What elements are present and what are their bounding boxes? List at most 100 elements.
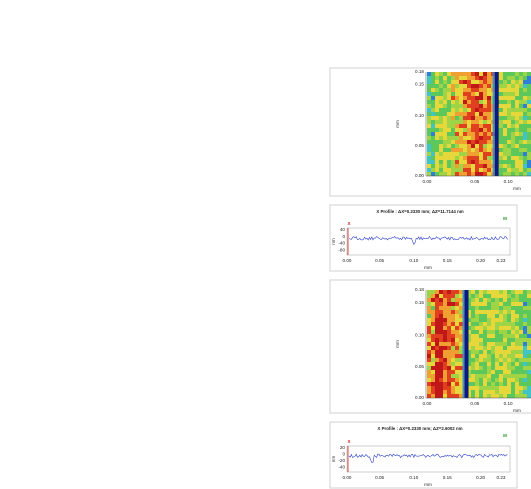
heatmap-cell [503, 144, 507, 148]
heatmap-cell [427, 100, 431, 104]
heatmap-cell [527, 390, 531, 394]
heatmap-cell [507, 334, 511, 338]
heatmap-cell [479, 116, 483, 120]
heatmap-cell [451, 88, 455, 92]
heatmap-cell [503, 334, 507, 338]
heatmap-cell [455, 92, 459, 96]
heatmap-cell [443, 326, 447, 330]
heatmap-cell [519, 370, 523, 374]
heatmap-cell [459, 346, 463, 350]
heatmap-cell [503, 160, 507, 164]
heatmap-cell [475, 294, 479, 298]
heatmap-cell [471, 306, 475, 310]
heatmap-cell [487, 394, 491, 398]
heatmap-cell [431, 80, 435, 84]
heatmap-cell [507, 140, 511, 144]
heatmap-cell [499, 326, 503, 330]
heatmap-cell [435, 108, 439, 112]
heatmap-cell [527, 96, 531, 100]
heatmap-cell [507, 354, 511, 358]
heatmap-cell [499, 132, 503, 136]
heatmap-cell [451, 168, 455, 172]
heatmap-cell [455, 310, 459, 314]
heatmap-cell [503, 120, 507, 124]
heatmap-cell [479, 132, 483, 136]
heatmap-cell [455, 350, 459, 354]
heatmap-cell [519, 164, 523, 168]
heatmap-cell [479, 120, 483, 124]
heatmap-cell [507, 310, 511, 314]
heatmap-cell [431, 144, 435, 148]
heatmap-cell [447, 294, 451, 298]
heatmap-cell [451, 148, 455, 152]
y-tick-label: 0.10 [415, 113, 424, 118]
heatmap-cell [475, 326, 479, 330]
heatmap-cell [435, 148, 439, 152]
x-tick-label: 0.23 [497, 258, 506, 263]
heatmap-cell [515, 330, 519, 334]
heatmap-cell [503, 168, 507, 172]
heatmap-cell [523, 116, 527, 120]
marker-label: M [503, 433, 507, 438]
heatmap-cell [499, 148, 503, 152]
heatmap-cell [439, 290, 443, 294]
heatmap-cell [523, 298, 527, 302]
heatmap-cell [439, 88, 443, 92]
heatmap-cell [467, 168, 471, 172]
heatmap-cell [503, 108, 507, 112]
heatmap-cell [471, 132, 475, 136]
heatmap-cell [435, 168, 439, 172]
heatmap-cell [499, 310, 503, 314]
heatmap-cell [499, 298, 503, 302]
heatmap-cell [487, 120, 491, 124]
heatmap-cell [487, 366, 491, 370]
heatmap-cell [435, 104, 439, 108]
heatmap-cell [495, 362, 499, 366]
heatmap-cell [447, 116, 451, 120]
heatmap-cell [475, 104, 479, 108]
heatmap-cell [447, 378, 451, 382]
heatmap-cell [435, 338, 439, 342]
heatmap-cell [471, 314, 475, 318]
heatmap-cell [443, 358, 447, 362]
heatmap-cell [435, 112, 439, 116]
heatmap-cell [467, 156, 471, 160]
heatmap-cell [455, 318, 459, 322]
heatmap-cell [451, 354, 455, 358]
heatmap-cell [483, 148, 487, 152]
heatmap-cell [519, 172, 523, 176]
heatmap-cell [427, 298, 431, 302]
heatmap-cell [499, 350, 503, 354]
heatmap-cell [495, 366, 499, 370]
heatmap-cell [479, 168, 483, 172]
heatmap-cell [503, 172, 507, 176]
heatmap-cell [431, 172, 435, 176]
heatmap-cell [503, 152, 507, 156]
heatmap-cell [447, 394, 451, 398]
heatmap-cell [447, 164, 451, 168]
heatmap-cell [499, 120, 503, 124]
x-tick-label: 0.05 [375, 475, 384, 480]
heatmap-cell [451, 144, 455, 148]
heatmap-cell [467, 386, 471, 390]
heatmap-cell [499, 382, 503, 386]
heatmap-cell [511, 112, 515, 116]
heatmap-cell [467, 342, 471, 346]
heatmap-cell [439, 140, 443, 144]
heatmap-cell [523, 124, 527, 128]
heatmap-cell [503, 100, 507, 104]
heatmap-cell [447, 314, 451, 318]
heatmap-cell [427, 80, 431, 84]
x-tick-label: 0.05 [470, 179, 479, 184]
heatmap-cell [455, 306, 459, 310]
heatmap-cell [427, 354, 431, 358]
heatmap-cell [483, 164, 487, 168]
heatmap-cell [471, 374, 475, 378]
heatmap-cell [431, 294, 435, 298]
heatmap-cell [459, 378, 463, 382]
heatmap-cell [527, 164, 531, 168]
heatmap-cell [499, 334, 503, 338]
heatmap-cell [435, 330, 439, 334]
heatmap-cell [511, 290, 515, 294]
heatmap-cell [459, 120, 463, 124]
